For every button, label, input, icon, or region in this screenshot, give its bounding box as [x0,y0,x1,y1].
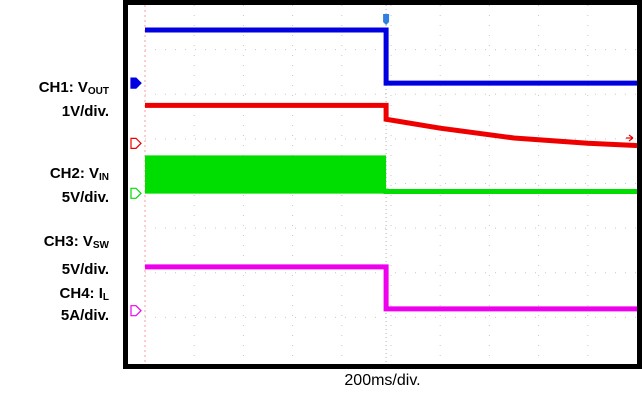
ch2-label: CH2: VIN 5V/div. [0,165,109,215]
ch4-trace [145,264,637,312]
ch3-name: CH3: VSW [43,233,109,251]
ch4-scale: 5A/div. [60,307,109,324]
ch2-trace [145,102,638,149]
ch4-label: CH4: IL 5A/div. [0,285,109,340]
channel-markers [130,77,634,317]
ch1-marker-icon [130,77,142,89]
ch2-scale: 5V/div. [61,189,109,206]
offscreen-arrow-icon [626,134,634,142]
ch3-label: CH3: VSW 5V/div. [0,233,109,283]
trigger-marker-icon [383,14,390,25]
ch1-trace [145,27,637,86]
ch1-label: CH1: VOUT 1V/div. [0,79,109,129]
ch2-marker-icon [130,137,142,149]
ch4-name: CH4: IL [59,285,109,303]
oscilloscope-display [123,0,642,369]
timebase-label: 200ms/div. [344,372,421,389]
ch3-marker-icon [130,187,142,199]
ch1-name: CH1: VOUT [38,79,109,97]
ch3-scale: 5V/div. [61,261,109,278]
ch2-name: CH2: VIN [49,165,109,183]
traces [145,27,638,312]
ch4-marker-icon [130,305,142,317]
ch1-scale: 1V/div. [61,103,109,120]
ch3-switching-band [145,155,387,192]
